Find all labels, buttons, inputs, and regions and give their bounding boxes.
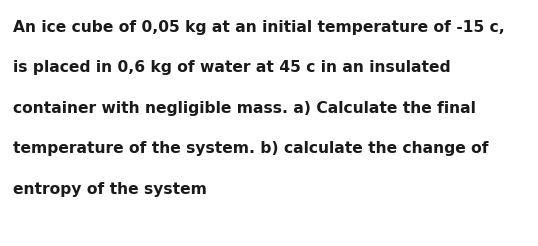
Text: container with negligible mass. a) Calculate the final: container with negligible mass. a) Calcu… — [13, 101, 476, 116]
Text: entropy of the system: entropy of the system — [13, 182, 207, 197]
Text: temperature of the system. b) calculate the change of: temperature of the system. b) calculate … — [13, 141, 489, 156]
Text: is placed in 0,6 kg of water at 45 c in an insulated: is placed in 0,6 kg of water at 45 c in … — [13, 60, 451, 75]
Text: An ice cube of 0,05 kg at an initial temperature of -15 c,: An ice cube of 0,05 kg at an initial tem… — [13, 20, 505, 35]
